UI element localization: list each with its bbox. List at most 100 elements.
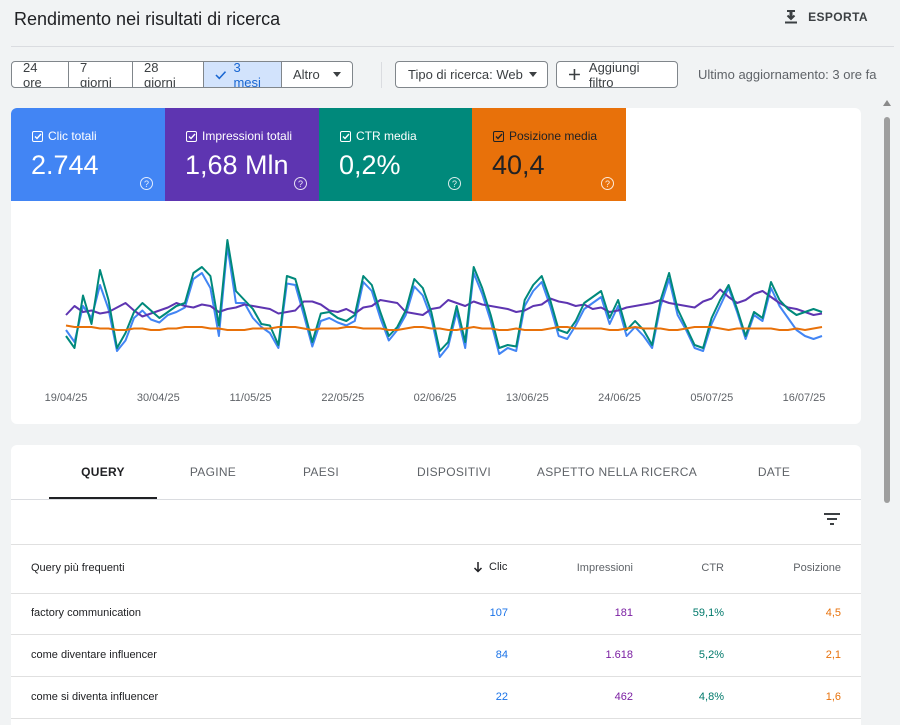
help-icon[interactable]: ? xyxy=(448,177,461,190)
x-tick-label: 13/06/25 xyxy=(506,392,549,404)
metric-label: Posizione media xyxy=(509,129,598,143)
column-header-query: Query più frequenti xyxy=(31,562,125,574)
queries-card: QUERY PAGINE PAESI DISPOSITIVI ASPETTO N… xyxy=(11,445,861,725)
page-title: Rendimento nei risultati di ricerca xyxy=(14,9,281,29)
plus-icon xyxy=(569,69,580,80)
dimension-tabs: QUERY PAGINE PAESI DISPOSITIVI ASPETTO N… xyxy=(11,445,861,500)
table-row[interactable]: come diventare influencer 84 1.618 5,2% 2,1 xyxy=(11,635,861,677)
table-divider xyxy=(11,718,861,719)
column-header-ctr[interactable]: CTR xyxy=(701,562,724,574)
table-divider xyxy=(11,676,861,677)
metric-value: 1,68 Mln xyxy=(185,150,289,180)
help-icon[interactable]: ? xyxy=(140,177,153,190)
checkbox-icon xyxy=(186,130,197,142)
ctr-cell: 59,1% xyxy=(692,607,724,619)
date-range-more-dropdown[interactable]: Altro xyxy=(282,62,352,87)
tab-countries[interactable]: PAESI xyxy=(303,465,339,479)
caret-down-icon xyxy=(333,72,341,77)
date-range-label: 3 mesi xyxy=(233,61,261,88)
date-range-label: 7 giorni xyxy=(80,61,112,88)
help-icon[interactable]: ? xyxy=(294,177,307,190)
export-label: ESPORTA xyxy=(808,10,868,24)
page-header: Rendimento nei risultati di ricerca ESPO… xyxy=(0,0,900,46)
add-filter-label: Aggiungi filtro xyxy=(588,59,640,90)
x-tick-label: 24/06/25 xyxy=(598,392,641,404)
x-tick-label: 16/07/25 xyxy=(783,392,826,404)
download-icon xyxy=(785,10,798,24)
checkbox-icon xyxy=(493,130,504,142)
table-divider xyxy=(11,634,861,635)
add-filter-button[interactable]: Aggiungi filtro xyxy=(556,59,678,90)
series-line-1 xyxy=(65,288,823,318)
x-tick-label: 11/05/25 xyxy=(229,392,271,404)
x-tick-label: 05/07/25 xyxy=(690,392,733,404)
column-header-position[interactable]: Posizione xyxy=(793,562,841,574)
table-divider xyxy=(11,593,861,594)
x-tick-label: 22/05/25 xyxy=(321,392,364,404)
clicks-cell: 84 xyxy=(495,649,508,661)
series-line-0 xyxy=(65,245,823,358)
clicks-cell: 107 xyxy=(489,607,508,619)
ctr-cell: 4,8% xyxy=(698,691,724,703)
checkbox-icon xyxy=(340,130,351,142)
metric-average-position[interactable]: Posizione media 40,4 ? xyxy=(472,108,626,201)
caret-down-icon xyxy=(529,72,537,77)
performance-chart[interactable]: 19/04/25 30/04/25 11/05/25 22/05/25 02/06/25… xyxy=(11,208,861,418)
impressions-cell: 181 xyxy=(614,607,633,619)
metric-value: 0,2% xyxy=(339,150,401,180)
checkbox-icon xyxy=(32,130,43,142)
impressions-cell: 1.618 xyxy=(605,649,633,661)
tab-dates[interactable]: DATE xyxy=(757,465,791,479)
tab-pages[interactable]: PAGINE xyxy=(189,465,237,479)
impressions-cell: 462 xyxy=(614,691,633,703)
position-cell: 1,6 xyxy=(825,691,841,703)
header-divider xyxy=(11,46,894,47)
series-line-3 xyxy=(65,324,823,331)
table-divider xyxy=(11,544,861,545)
date-range-selector: 24 ore 7 giorni 28 giorni 3 mesi Altro xyxy=(11,61,353,88)
scroll-up-arrow-icon[interactable] xyxy=(883,100,891,106)
filter-rows-icon[interactable] xyxy=(824,513,840,525)
query-cell: come si diventa influencer xyxy=(31,691,159,703)
scrollbar-thumb[interactable] xyxy=(884,117,890,503)
metric-value: 2.744 xyxy=(31,150,99,180)
table-row[interactable]: factory communication 107 181 59,1% 4,5 xyxy=(11,593,861,635)
filter-bar: 24 ore 7 giorni 28 giorni 3 mesi Altro T… xyxy=(11,59,686,90)
column-header-impressions[interactable]: Impressioni xyxy=(576,562,633,574)
date-range-28d[interactable]: 28 giorni xyxy=(133,62,204,87)
metric-label: CTR media xyxy=(356,129,417,143)
check-icon xyxy=(215,70,227,79)
export-button[interactable]: ESPORTA xyxy=(784,10,868,24)
date-range-label: 24 ore xyxy=(23,61,42,88)
page-scrollbar[interactable] xyxy=(881,100,893,725)
date-range-24h[interactable]: 24 ore xyxy=(12,62,69,87)
x-tick-label: 30/04/25 xyxy=(137,392,180,404)
filter-divider xyxy=(381,61,382,88)
metric-total-impressions[interactable]: Impressioni totali 1,68 Mln ? xyxy=(165,108,319,201)
metric-average-ctr[interactable]: CTR media 0,2% ? xyxy=(319,108,473,201)
table-row[interactable]: come si diventa influencer 22 462 4,8% 1,6 xyxy=(11,677,861,719)
tab-query[interactable]: QUERY xyxy=(81,465,125,479)
date-range-7d[interactable]: 7 giorni xyxy=(69,62,133,87)
search-type-dropdown[interactable]: Tipo di ricerca: Web xyxy=(395,61,548,88)
date-range-3m[interactable]: 3 mesi xyxy=(204,62,282,87)
position-cell: 2,1 xyxy=(825,649,841,661)
date-range-label: Altro xyxy=(293,67,320,82)
column-header-clicks[interactable]: Clic xyxy=(473,561,507,573)
column-header-label: Clic xyxy=(489,561,508,573)
search-type-label: Tipo di ricerca: Web xyxy=(408,67,523,82)
tab-devices[interactable]: DISPOSITIVI xyxy=(417,465,491,479)
help-icon[interactable]: ? xyxy=(601,177,614,190)
active-tab-indicator xyxy=(49,497,157,499)
x-tick-label: 02/06/25 xyxy=(414,392,457,404)
metric-label: Impressioni totali xyxy=(202,129,293,143)
date-range-label: 28 giorni xyxy=(144,61,176,88)
arrow-down-icon xyxy=(473,561,483,573)
metric-value: 40,4 xyxy=(492,150,545,180)
query-cell: come diventare influencer xyxy=(31,649,157,661)
x-tick-label: 19/04/25 xyxy=(45,392,88,404)
tab-search-appearance[interactable]: ASPETTO NELLA RICERCA xyxy=(536,465,698,479)
position-cell: 4,5 xyxy=(825,607,841,619)
metric-total-clicks[interactable]: Clic totali 2.744 ? xyxy=(11,108,165,201)
